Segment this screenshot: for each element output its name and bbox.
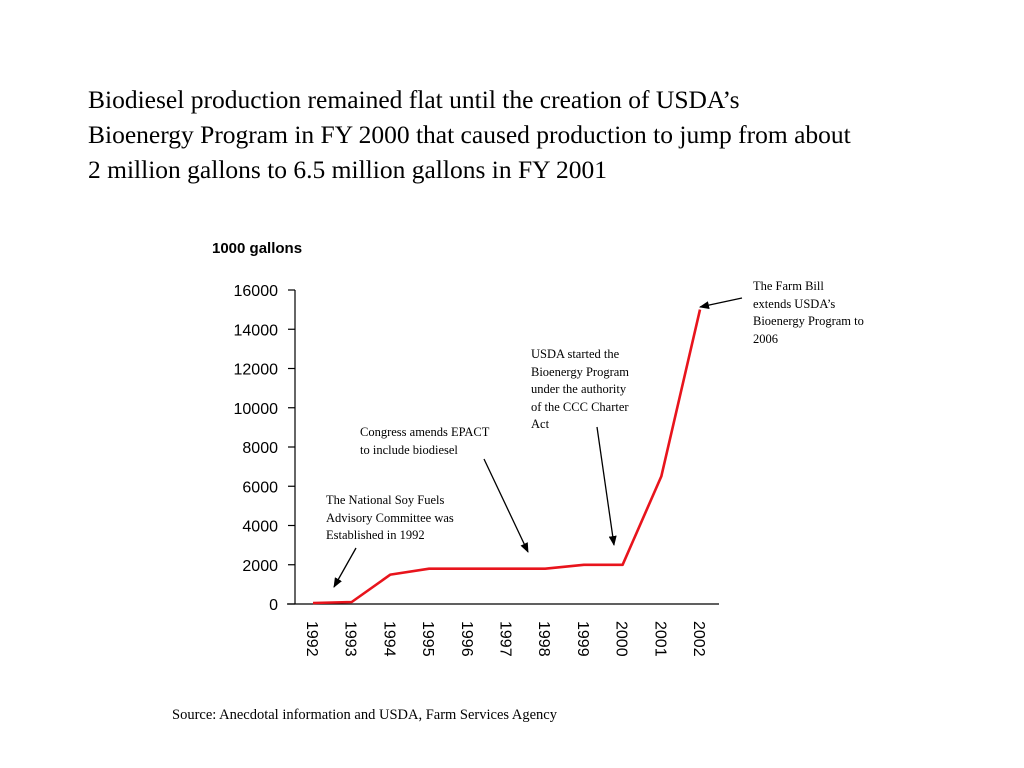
annotation-arrow-soy-fuels [333, 547, 357, 588]
x-tick-label: 1993 [342, 621, 359, 657]
y-tick-label: 6000 [242, 479, 278, 496]
annotation-soy-fuels: The National Soy Fuels Advisory Committe… [326, 492, 454, 545]
ticks: 0 2000 4000 6000 8000 10000 12000 14000 16000 199… [234, 283, 708, 657]
annotation-line: Bioenergy Program [531, 364, 630, 379]
annotation-line: under the authority [531, 382, 627, 396]
annotation-line: of the CCC Charter [531, 399, 629, 414]
annotation-line: The National Soy Fuels [326, 493, 445, 507]
annotation-line: to include biodiesel [360, 442, 458, 457]
y-tick-label: 12000 [234, 362, 279, 379]
x-tick-label: 2002 [690, 621, 707, 657]
annotation-arrows [333, 297, 743, 588]
annotation-line: Bioenergy Program to [753, 314, 864, 328]
annotation-arrow-usda-started [596, 426, 617, 546]
annotation-farm-bill: The Farm Bill extends USDA’s Bioenergy P… [753, 278, 864, 348]
x-tick-label: 1994 [380, 621, 397, 657]
production-series-line [312, 309, 702, 605]
x-tick-label: 1997 [497, 621, 514, 657]
annotation-epact: Congress amends EPACT to include biodies… [360, 424, 489, 459]
x-tick-label: 1999 [574, 621, 591, 657]
x-tick-label: 1995 [419, 621, 436, 657]
y-tick-label: 14000 [234, 322, 279, 339]
annotation-line: Congress amends EPACT [360, 425, 490, 439]
x-tick-label: 1996 [458, 621, 475, 657]
y-tick-label: 16000 [234, 283, 279, 300]
annotation-line: extends USDA’s [753, 296, 836, 311]
annotation-line: Established in 1992 [326, 528, 425, 542]
annotation-arrow-epact [483, 458, 529, 553]
annotation-line: 2006 [753, 331, 778, 346]
x-tick-label: 1998 [535, 621, 552, 657]
y-tick-label: 8000 [242, 440, 278, 457]
y-axis-label: 1000 gallons [212, 240, 303, 257]
y-tick-label: 2000 [242, 558, 278, 575]
source-note: Source: Anecdotal information and USDA, … [172, 707, 557, 723]
annotation-line: USDA started the [531, 347, 620, 361]
axes [287, 290, 719, 605]
x-tick-label: 2001 [651, 621, 668, 657]
y-tick-label: 10000 [234, 401, 279, 418]
headline-line-2: Bioenergy Program in FY 2000 that caused… [88, 120, 851, 149]
annotation-arrow-farm-bill [699, 297, 743, 310]
annotation-line: Act [531, 417, 550, 431]
headline-line-1: Biodiesel production remained flat until… [88, 85, 740, 114]
annotation-line: The Farm Bill [753, 279, 824, 293]
y-tick-label: 4000 [242, 519, 278, 536]
x-tick-label: 2000 [613, 621, 630, 657]
annotation-line: Advisory Committee was [326, 510, 454, 525]
headline-line-3: 2 million gallons to 6.5 million gallons… [88, 155, 607, 184]
page-headline: Biodiesel production remained flat until… [88, 82, 968, 187]
x-tick-label: 1992 [303, 621, 320, 657]
y-tick-label: 0 [269, 597, 278, 614]
annotation-usda-started: USDA started the Bioenergy Program under… [531, 346, 629, 434]
series [312, 309, 702, 605]
